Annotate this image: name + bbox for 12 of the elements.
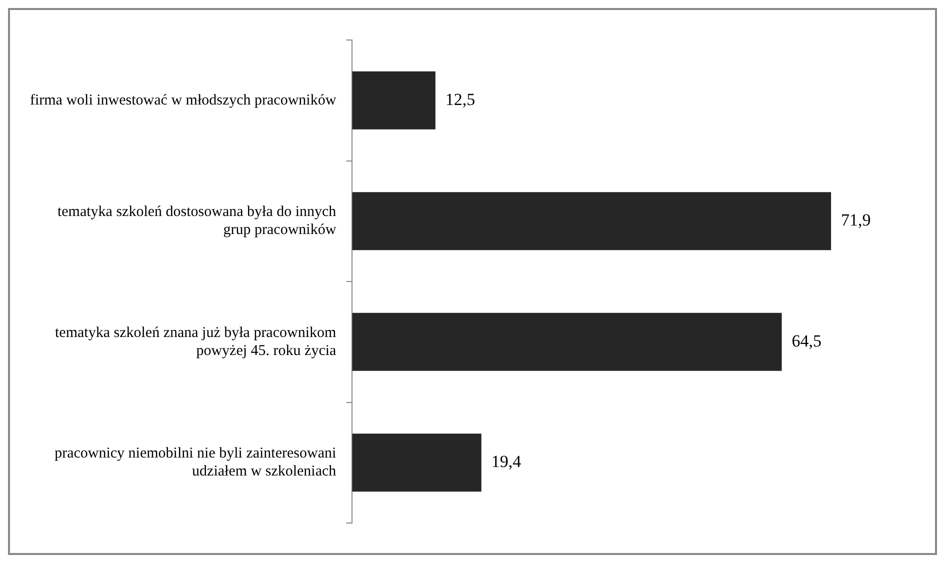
bar	[352, 434, 482, 492]
y-tick-label: tematyka szkoleń dostosowana była do innych grup pracowników	[57, 204, 337, 238]
bar	[352, 312, 782, 371]
data-label: 12,5	[445, 90, 476, 109]
data-label: 71,9	[841, 210, 871, 230]
data-label: 64,5	[792, 331, 822, 350]
bar	[352, 71, 436, 130]
bar	[352, 192, 832, 250]
y-tick-label: pracownicy niemobilni nie byli zainteresowani udziałem w szkoleniach	[54, 446, 337, 480]
data-label: 19,4	[491, 452, 522, 472]
y-tick-label: firma woli inwestować w młodszych pracowników	[30, 92, 336, 108]
y-tick-label: tematyka szkoleń znana już była pracownikom powyżej 45. roku życia	[55, 324, 337, 359]
